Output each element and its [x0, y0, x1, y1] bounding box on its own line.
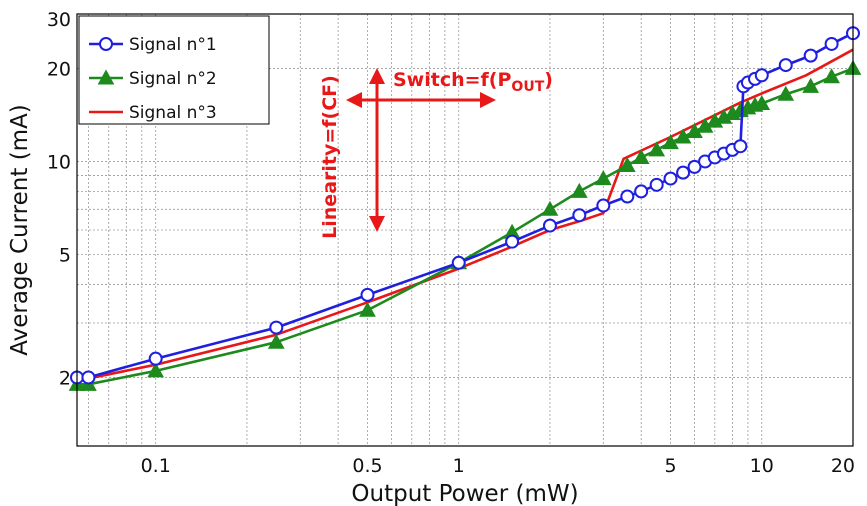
series-1-point [81, 370, 96, 385]
series-1-point [596, 198, 611, 213]
plot-frame [76, 13, 854, 447]
series-2-point [648, 141, 666, 157]
arrowhead-down [369, 216, 385, 232]
series-1 [70, 26, 860, 385]
y-tick-label: 10 [47, 151, 71, 173]
series-2-point [147, 362, 165, 378]
legend-marker-1 [99, 37, 113, 51]
x-tick-label: 1 [453, 455, 465, 477]
x-axis-label: Output Power (mW) [351, 481, 578, 506]
annotation-switch-subscript: OUT [511, 79, 544, 95]
annotation-switch-main: Switch=f(P [393, 69, 511, 91]
series-2-point [594, 170, 612, 186]
series-2-point [662, 134, 679, 150]
y-tick-labels: 2 5 10 20 30 [47, 9, 71, 389]
x-tick-label: 20 [831, 455, 855, 477]
series-1-point [649, 177, 664, 192]
legend-marker-2 [97, 69, 115, 85]
legend: Signal n°1 Signal n°2 Signal n°3 [78, 15, 270, 125]
legend-label-3: Signal n°3 [129, 103, 217, 123]
y-tick-label: 30 [47, 9, 71, 31]
series-1-point [451, 255, 466, 270]
series-1-point [542, 218, 557, 233]
series-1-point [620, 189, 635, 204]
series-2-point [618, 157, 636, 173]
series-1-point [754, 68, 769, 83]
arrowhead-right [480, 92, 496, 108]
series-1-point [634, 184, 649, 199]
series-1-point [687, 159, 702, 174]
x-tick-label: 5 [665, 455, 677, 477]
series-1-point [148, 351, 163, 366]
legend-box [78, 15, 270, 125]
series-2-point [541, 200, 559, 216]
series-2-point [632, 148, 650, 164]
series-2-point [359, 301, 376, 317]
y-tick-label: 5 [59, 244, 71, 266]
series-2-point [267, 333, 285, 349]
legend-label-1: Signal n°1 [129, 35, 217, 55]
series-1-point [824, 36, 839, 51]
legend-label-2: Signal n°2 [129, 69, 217, 89]
series-2-point [570, 182, 588, 198]
series-1-point [505, 234, 520, 249]
arrowhead-up [369, 68, 385, 84]
series-1-point [663, 171, 678, 186]
series-2-point [753, 94, 771, 110]
series-2-point [674, 128, 692, 144]
series-1-point [360, 287, 375, 302]
x-tick-label: 0.5 [352, 455, 382, 477]
y-tick-label: 20 [47, 58, 71, 80]
series-1-point [676, 165, 691, 180]
series-2 [68, 59, 862, 391]
x-tick-label: 0.1 [141, 455, 171, 477]
x-tick-label: 10 [750, 455, 774, 477]
arrowhead-left [346, 92, 362, 108]
series-1-point [778, 58, 793, 73]
annotation-switch: Switch=f(POUT) [393, 69, 553, 95]
series-2-point [802, 77, 820, 93]
annotation-linearity: Linearity=f(CF) [319, 75, 341, 239]
series-2-point [777, 85, 795, 101]
series-layer [68, 26, 862, 391]
series-1-point [803, 48, 818, 63]
annotation-arrows [346, 68, 496, 232]
x-tick-labels: 0.1 0.5 1 5 10 20 [141, 455, 855, 477]
annotation-switch-suffix: ) [544, 69, 553, 91]
series-1-point [572, 208, 587, 223]
series-1-point [269, 320, 284, 335]
series-1-point [733, 139, 748, 154]
y-tick-label: 2 [59, 367, 71, 389]
series-2-point [823, 68, 840, 84]
legend-items: Signal n°1 Signal n°2 Signal n°3 [89, 35, 217, 123]
y-axis-label: Average Current (mA) [7, 104, 33, 356]
